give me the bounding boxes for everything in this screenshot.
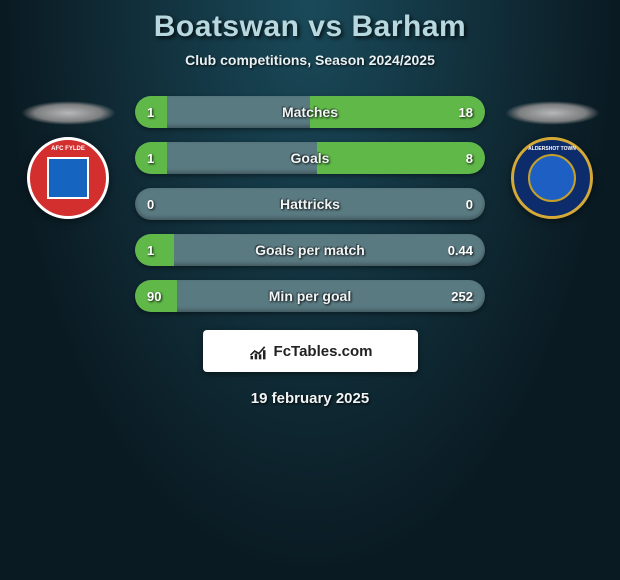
- stat-right-value: 0: [466, 197, 473, 212]
- stat-label: Goals per match: [135, 242, 485, 258]
- stat-label: Min per goal: [135, 288, 485, 304]
- stat-row: 0Hattricks0: [135, 188, 485, 220]
- stat-row: 1Goals per match0.44: [135, 234, 485, 266]
- stat-row: 90Min per goal252: [135, 280, 485, 312]
- page-subtitle: Club competitions, Season 2024/2025: [185, 52, 435, 68]
- stat-row: 1Matches18: [135, 96, 485, 128]
- left-club-badge: [27, 137, 109, 219]
- right-club-badge-inner: [528, 154, 576, 202]
- right-player-column: [497, 96, 607, 219]
- brand-label: FcTables.com: [274, 343, 373, 360]
- left-club-badge-inner: [47, 157, 89, 199]
- brand-logo[interactable]: FcTables.com: [203, 330, 418, 372]
- stat-right-value: 252: [451, 289, 473, 304]
- stat-right-value: 0.44: [448, 243, 473, 258]
- stat-bars: 1Matches18 1Goals8 0Hattricks0 1Goals per m…: [135, 96, 485, 312]
- stat-label: Hattricks: [135, 196, 485, 212]
- stat-label: Goals: [135, 150, 485, 166]
- chart-icon: [248, 341, 268, 361]
- left-player-silhouette: [21, 101, 116, 125]
- left-player-column: [13, 96, 123, 219]
- right-club-badge: [511, 137, 593, 219]
- stat-row: 1Goals8: [135, 142, 485, 174]
- comparison-area: 1Matches18 1Goals8 0Hattricks0 1Goals per m…: [0, 96, 620, 312]
- footer-date: 19 february 2025: [251, 390, 369, 407]
- page-title: Boatswan vs Barham: [154, 10, 466, 44]
- stat-label: Matches: [135, 104, 485, 120]
- right-player-silhouette: [505, 101, 600, 125]
- stat-right-value: 18: [459, 105, 473, 120]
- stat-right-value: 8: [466, 151, 473, 166]
